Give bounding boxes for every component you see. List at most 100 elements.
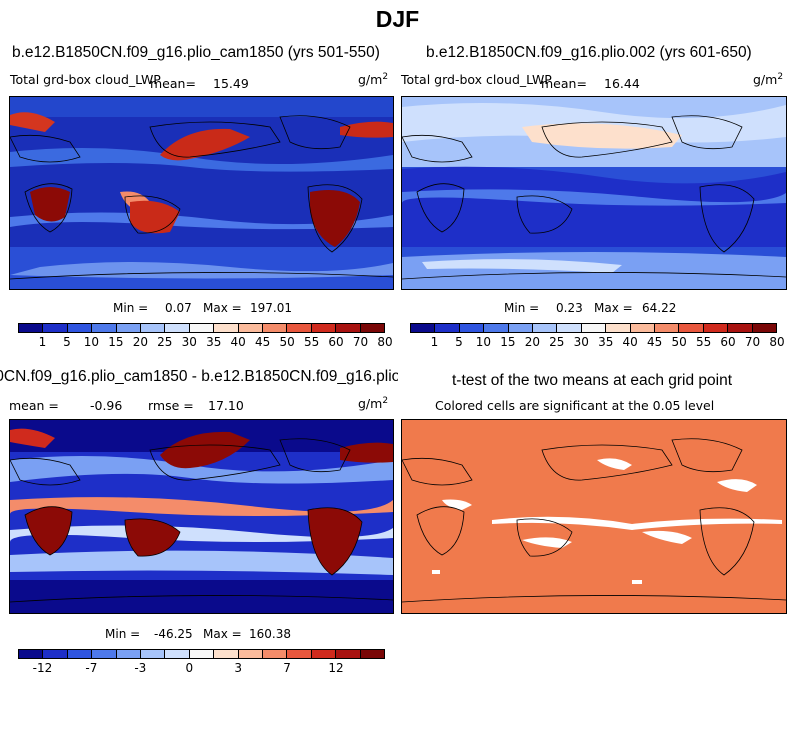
colorbar-tick-label: 12 bbox=[328, 661, 344, 675]
colorbar-swatch bbox=[165, 324, 190, 332]
panel2-map bbox=[401, 96, 787, 290]
colorbar-tick-label: 1 bbox=[38, 335, 47, 349]
colorbar-tick-label: 55 bbox=[695, 335, 712, 349]
panel1-units: g/m2 bbox=[358, 72, 389, 88]
colorbar-tick-label: 45 bbox=[255, 335, 271, 349]
panel3-units: g/m2 bbox=[358, 396, 389, 412]
colorbar-tick-label: 25 bbox=[157, 335, 173, 349]
colorbar-tick-label: 0 bbox=[185, 661, 194, 675]
colorbar-swatch bbox=[336, 650, 361, 658]
colorbar-swatch bbox=[238, 324, 264, 332]
colorbar-swatch bbox=[92, 324, 117, 332]
colorbar-swatch bbox=[189, 324, 215, 332]
colorbar-tick-label: 60 bbox=[328, 335, 344, 349]
colorbar-tick-label: 1 bbox=[430, 335, 439, 349]
colorbar-swatch bbox=[728, 324, 753, 332]
colorbar-swatch bbox=[165, 650, 190, 658]
panel2-mean-label: mean= bbox=[541, 76, 587, 91]
colorbar-swatch bbox=[484, 324, 509, 332]
panel1-min-label: Min = bbox=[113, 301, 149, 315]
panel3-mean-label: mean = bbox=[9, 398, 59, 413]
colorbar-swatch bbox=[606, 324, 631, 332]
colorbar-swatch bbox=[311, 650, 337, 658]
colorbar-swatch bbox=[92, 650, 117, 658]
colorbar-tick-label: 50 bbox=[671, 335, 687, 349]
panel1-max-label: Max = bbox=[203, 301, 242, 315]
colorbar-swatch bbox=[214, 324, 239, 332]
colorbar-tick-label: 70 bbox=[352, 335, 369, 349]
colorbar-swatch bbox=[19, 324, 44, 332]
panel2-colorbar bbox=[410, 323, 777, 333]
colorbar-tick-label: 15 bbox=[108, 335, 124, 349]
panel2-min-value: 0.23 bbox=[556, 301, 583, 315]
panel2-title: b.e12.B1850CN.f09_g16.plio.002 (yrs 601-… bbox=[426, 44, 752, 61]
panel3-min-label: Min = bbox=[105, 627, 141, 641]
colorbar-tick-label: 35 bbox=[598, 335, 614, 349]
colorbar-swatch bbox=[43, 650, 68, 658]
colorbar-tick-label: 5 bbox=[63, 335, 71, 349]
panel1-mean-value: 15.49 bbox=[213, 76, 249, 91]
colorbar-swatch bbox=[435, 324, 460, 332]
panel3-min-value: -46.25 bbox=[154, 627, 193, 641]
panel3-max-value: 160.38 bbox=[249, 627, 291, 641]
panel4-title: t-test of the two means at each grid poi… bbox=[452, 372, 733, 389]
colorbar-swatch bbox=[141, 324, 166, 332]
colorbar-swatch bbox=[214, 650, 239, 658]
colorbar-swatch bbox=[752, 324, 777, 332]
colorbar-tick-label: 3 bbox=[234, 661, 243, 675]
colorbar-swatch bbox=[655, 324, 680, 332]
panel2-variable-label: Total grd-box cloud_LWP bbox=[401, 72, 552, 87]
panel1-min-value: 0.07 bbox=[165, 301, 192, 315]
colorbar-tick-label: 55 bbox=[303, 335, 320, 349]
colorbar-swatch bbox=[141, 650, 166, 658]
panel3-rmse-label: rmse = bbox=[148, 398, 194, 413]
colorbar-tick-label: 60 bbox=[720, 335, 736, 349]
panel1-title: b.e12.B1850CN.f09_g16.plio_cam1850 (yrs … bbox=[12, 44, 380, 61]
panel3-max-label: Max = bbox=[203, 627, 242, 641]
panel2-mean-value: 16.44 bbox=[604, 76, 640, 91]
colorbar-tick-label: 20 bbox=[132, 335, 148, 349]
colorbar-swatch bbox=[263, 650, 288, 658]
colorbar-tick-label: -3 bbox=[134, 661, 147, 675]
colorbar-swatch bbox=[557, 324, 582, 332]
page-title: DJF bbox=[375, 6, 420, 32]
colorbar-tick-label: 20 bbox=[524, 335, 540, 349]
colorbar-swatch bbox=[67, 650, 93, 658]
colorbar-swatch bbox=[311, 324, 337, 332]
colorbar-swatch bbox=[238, 650, 264, 658]
colorbar-swatch bbox=[703, 324, 729, 332]
panel1-variable-label: Total grd-box cloud_LWP bbox=[10, 72, 161, 87]
panel3-rmse-value: 17.10 bbox=[208, 398, 244, 413]
colorbar-swatch bbox=[116, 650, 142, 658]
panel2-units: g/m2 bbox=[753, 72, 784, 88]
colorbar-tick-label: 80 bbox=[769, 335, 785, 349]
colorbar-swatch bbox=[287, 650, 312, 658]
colorbar-swatch bbox=[459, 324, 485, 332]
colorbar-swatch bbox=[581, 324, 607, 332]
panel2-max-value: 64.22 bbox=[642, 301, 677, 315]
panel1-max-value: 197.01 bbox=[250, 301, 292, 315]
panel1-colorbar bbox=[18, 323, 385, 333]
colorbar-swatch bbox=[679, 324, 704, 332]
colorbar-swatch bbox=[336, 324, 361, 332]
colorbar-swatch bbox=[67, 324, 93, 332]
colorbar-tick-label: 80 bbox=[377, 335, 393, 349]
colorbar-swatch bbox=[189, 650, 215, 658]
colorbar-tick-label: 35 bbox=[206, 335, 222, 349]
panel1-mean-label: mean= bbox=[150, 76, 196, 91]
colorbar-swatch bbox=[116, 324, 142, 332]
colorbar-tick-label: -7 bbox=[85, 661, 98, 675]
panel3-map bbox=[9, 419, 394, 614]
panel1-map bbox=[9, 96, 394, 290]
colorbar-tick-label: 15 bbox=[500, 335, 516, 349]
colorbar-swatch bbox=[43, 324, 68, 332]
panel4-subtitle: Colored cells are significant at the 0.0… bbox=[435, 398, 715, 413]
colorbar-swatch bbox=[508, 324, 534, 332]
colorbar-tick-label: 5 bbox=[455, 335, 463, 349]
panel3-title-clip: b.e12.B1850CN.f09_g16.plio_cam1850 - b.e… bbox=[0, 368, 398, 386]
colorbar-swatch bbox=[360, 324, 385, 332]
colorbar-tick-label: 70 bbox=[744, 335, 761, 349]
panel3-colorbar bbox=[18, 649, 385, 659]
colorbar-tick-label: 10 bbox=[83, 335, 100, 349]
colorbar-tick-label: 50 bbox=[279, 335, 295, 349]
